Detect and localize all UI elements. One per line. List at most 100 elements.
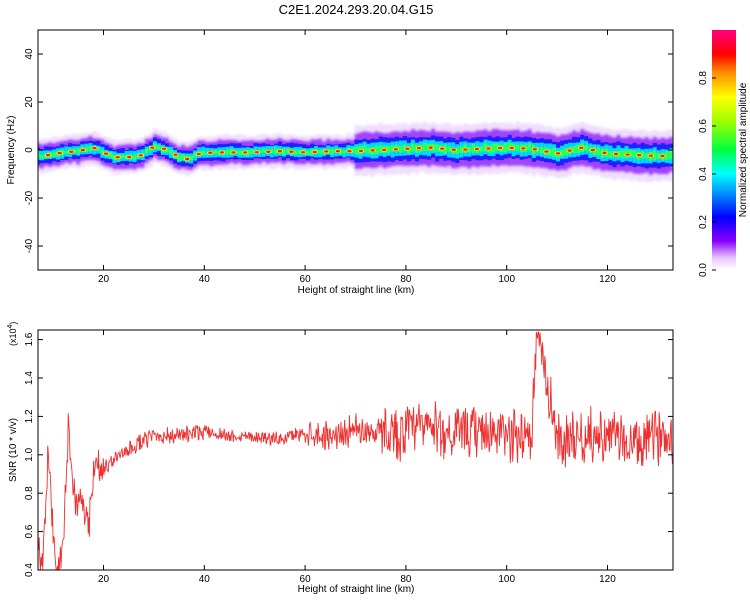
spectrogram-cell: [467, 147, 472, 153]
spectrogram-peak: [127, 155, 132, 159]
colorbar-tick-label: 0.2: [698, 215, 709, 229]
spectrogram-cell: [491, 143, 496, 153]
spectrogram-cell: [108, 151, 113, 158]
spectrogram-cell: [306, 150, 311, 155]
snr-x-label: Height of straight line (km): [298, 584, 415, 595]
spectrogram-panel: 20 40 60 80 100 120 -40 -20 0 20 40 Height of str…: [6, 29, 674, 296]
spectrogram-peak: [463, 148, 468, 151]
spectrogram-cell: [72, 148, 77, 153]
spectrogram-cell: [584, 145, 589, 151]
y-tick-label: -20: [24, 190, 35, 205]
spectrogram-cell: [120, 154, 125, 159]
figure-title: C2E1.2024.293.20.04.G15: [279, 2, 434, 17]
x-tick-label: 80: [400, 574, 412, 585]
spectrogram-cell: [459, 146, 464, 154]
spectrogram-cell: [564, 148, 569, 156]
y-tick-label: 1.0: [24, 447, 35, 461]
spectrogram-x-label: Height of straight line (km): [298, 285, 415, 296]
x-tick-label: 120: [599, 574, 616, 585]
spectrogram-cell: [547, 148, 553, 156]
spectrogram-cell: [52, 152, 57, 157]
spectrogram-cell: [281, 148, 287, 156]
spectrogram-cell: [225, 149, 230, 155]
spectrogram-cell: [628, 150, 633, 158]
x-tick-label: 60: [300, 274, 312, 285]
spectrogram-cell: [656, 153, 661, 159]
spectrogram-peak: [637, 153, 642, 157]
snr-series-line: [38, 331, 673, 570]
x-tick-label: 20: [98, 274, 110, 285]
colorbar: 0.0 0.2 0.4 0.6 0.8 Normalized spectral ampl…: [698, 30, 749, 277]
y-tick-label: 0.4: [24, 563, 35, 577]
spectrogram-cell: [144, 148, 149, 154]
spectrogram-cell: [96, 147, 101, 151]
spectrogram-peak: [439, 147, 445, 150]
spectrogram-cell: [269, 148, 274, 154]
spectrogram-cell: [551, 147, 557, 157]
spectrogram-cell: [237, 150, 242, 156]
spectrogram-cell: [652, 150, 657, 161]
spectrogram-peak: [115, 156, 120, 159]
spectrogram-cell: [576, 144, 581, 154]
spectrogram-cell: [596, 147, 601, 156]
spectrogram-cell: [100, 149, 105, 155]
spectrogram-peak: [92, 146, 97, 150]
snr-y-ticks: 0.4 0.6 0.8 1.0 1.2 1.4 1.6: [24, 332, 673, 577]
spectrogram-peak: [567, 149, 572, 152]
spectrogram-cell: [422, 143, 428, 151]
spectrogram-peak: [579, 146, 584, 150]
spectrogram-cell: [435, 144, 440, 152]
x-tick-label: 20: [98, 574, 110, 585]
spectrogram-cell: [447, 146, 452, 152]
spectrogram-core: [38, 134, 673, 169]
spectrogram-peak: [602, 151, 607, 155]
spectrogram-peak: [69, 150, 74, 153]
spectrogram-cell: [285, 148, 291, 153]
y-tick-label: 1.6: [24, 332, 35, 346]
spectrogram-cell: [293, 150, 299, 155]
spectrogram-cell: [664, 151, 670, 161]
spectrogram-cell: [398, 145, 403, 153]
spectrogram-peak: [335, 150, 341, 153]
spectrogram-cell: [632, 150, 637, 158]
spectrogram-cell: [479, 146, 484, 152]
spectrogram-peak: [382, 148, 387, 152]
spectrogram-cell: [257, 149, 262, 154]
spectrogram-cell: [560, 149, 565, 157]
spectrogram-peak: [45, 153, 51, 157]
spectrogram-cell: [410, 143, 416, 152]
spectrogram-peak: [219, 151, 225, 154]
snr-panel: 20 40 60 80 100 120 0.4 0.6 0.8 1.0 1.2 1.4 1.6 Hei…: [7, 322, 674, 595]
spectrogram-cell: [378, 145, 383, 154]
spectrogram-cell: [455, 147, 460, 155]
spectrogram-peak: [497, 146, 503, 150]
spectrogram-cell: [503, 143, 508, 153]
spectrogram-cell: [318, 149, 323, 154]
colorbar-tick-label: 0.0: [698, 263, 709, 277]
snr-y-multiplier-base: (x10: [8, 328, 18, 346]
spectrogram-peak: [312, 150, 317, 154]
spectrogram-peak: [208, 151, 213, 154]
x-tick-label: 60: [300, 574, 312, 585]
spectrogram-peak: [231, 151, 236, 154]
spectrogram-cell: [181, 154, 186, 161]
spectrogram-cell: [350, 148, 355, 154]
spectrogram-x-ticks: 20 40 60 80 100 120: [98, 30, 616, 285]
spectrogram-cell: [515, 144, 520, 152]
spectrogram-cell: [330, 148, 335, 155]
x-tick-label: 40: [199, 274, 211, 285]
spectrogram-cell: [201, 150, 206, 156]
snr-line: [38, 331, 673, 570]
spectrogram-cell: [249, 149, 254, 155]
spectrogram-peak: [613, 152, 619, 156]
y-tick-label: 20: [24, 96, 35, 108]
spectrogram-cell: [213, 149, 218, 155]
spectrogram-cell: [527, 143, 532, 151]
spectrogram-cell: [76, 148, 81, 154]
spectrogram-peak: [173, 153, 178, 156]
spectrogram-cell: [88, 146, 93, 152]
spectrogram-cell: [156, 145, 162, 150]
spectrogram-cell: [193, 152, 198, 158]
spectrogram-peak: [138, 154, 144, 157]
